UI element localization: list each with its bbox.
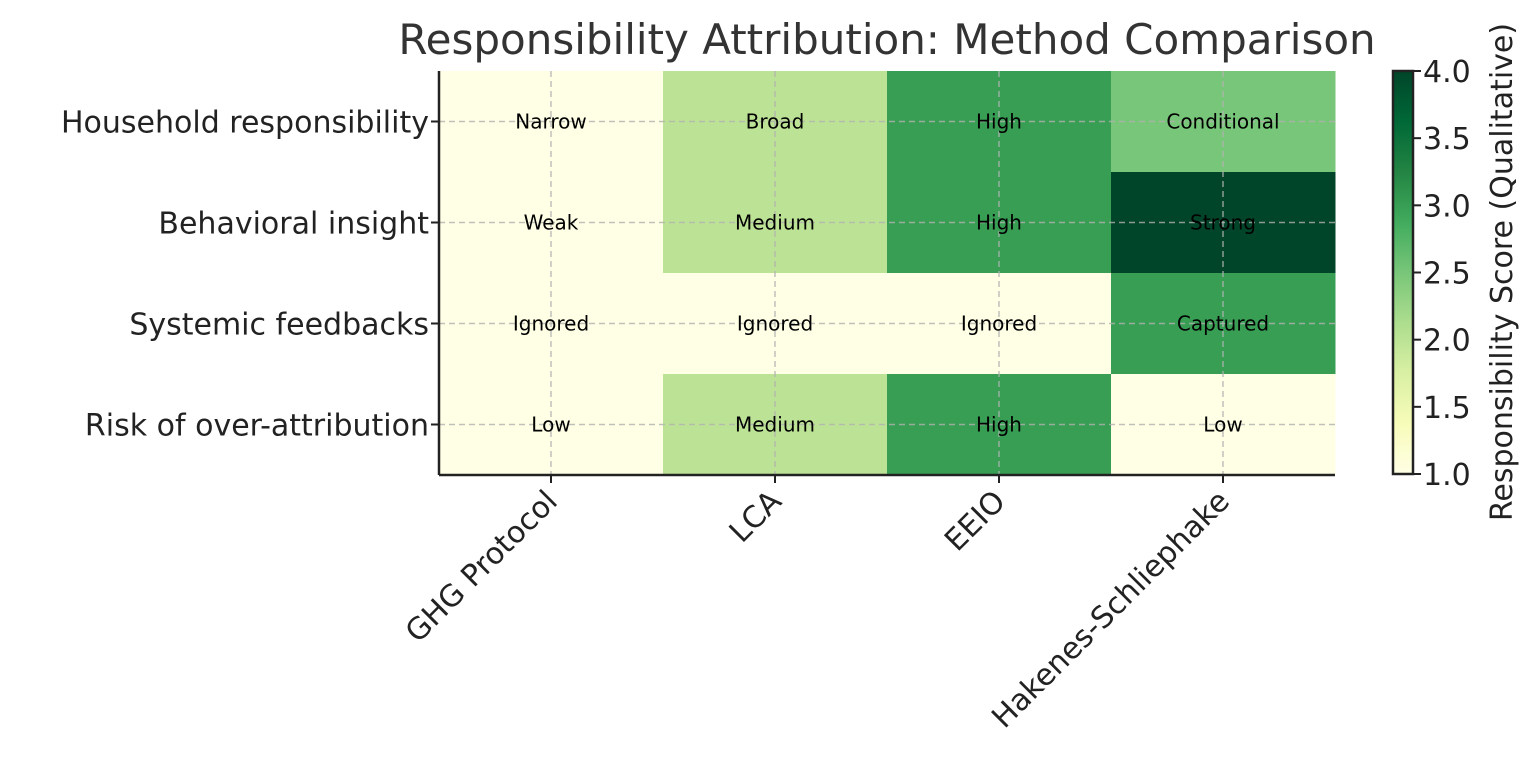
colorbar-tick-label: 3.0 [1423,189,1471,224]
cell-annotation: Low [531,413,570,437]
colorbar-label: Responsibility Score (Qualitative) [1485,23,1520,521]
y-tick-label: Systemic feedbacks [129,308,429,343]
cell-annotation: Medium [735,211,815,235]
colorbar-tick-label: 1.5 [1423,391,1471,426]
y-tick-label: Risk of over-attribution [85,409,429,444]
colorbar-gradient [1391,69,1415,476]
cell-annotation: Ignored [961,312,1037,336]
colorbar-tick-label: 4.0 [1423,55,1471,90]
colorbar-tick-label: 3.5 [1423,122,1471,157]
colorbar-tick-label: 2.0 [1423,324,1471,359]
cell-annotation: Ignored [737,312,813,336]
colorbar: 1.0 1.5 2.0 2.5 3.0 3.5 4.0 Responsibility Sco… [1391,23,1520,521]
cell-annotation: High [976,211,1022,235]
cell-annotation: Ignored [513,312,589,336]
cell-annotation: Captured [1177,312,1269,336]
cell-annotation: Broad [746,110,805,134]
cell-annotation: Weak [524,211,579,235]
colorbar-tick-label: 1.0 [1423,458,1471,493]
cell-annotations: Narrow Broad High Conditional Weak Medium High… [513,110,1280,437]
axes [431,71,1335,483]
colorbar-ticks: 1.0 1.5 2.0 2.5 3.0 3.5 4.0 [1413,55,1471,493]
chart-title: Responsibility Attribution: Method Compa… [398,15,1375,64]
x-tick-label: LCA [723,484,789,550]
gridlines [439,71,1335,475]
y-tick-labels: Household responsibility Behavioral insig… [61,106,429,444]
cell-annotation: Conditional [1166,110,1279,134]
y-tick-label: Behavioral insight [158,207,429,242]
x-tick-label: Hakenes-Schliephake [985,484,1236,735]
x-tick-label: EEIO [938,484,1013,559]
cell-annotation: High [976,413,1022,437]
cell-annotation: Low [1203,413,1242,437]
cell-annotation: High [976,110,1022,134]
colorbar-tick-label: 2.5 [1423,257,1471,292]
cell-annotation: Medium [735,413,815,437]
y-tick-label: Household responsibility [61,106,429,141]
cell-annotation: Strong [1190,211,1256,235]
x-tick-label: GHG Protocol [399,484,565,650]
cell-annotation: Narrow [515,110,586,134]
